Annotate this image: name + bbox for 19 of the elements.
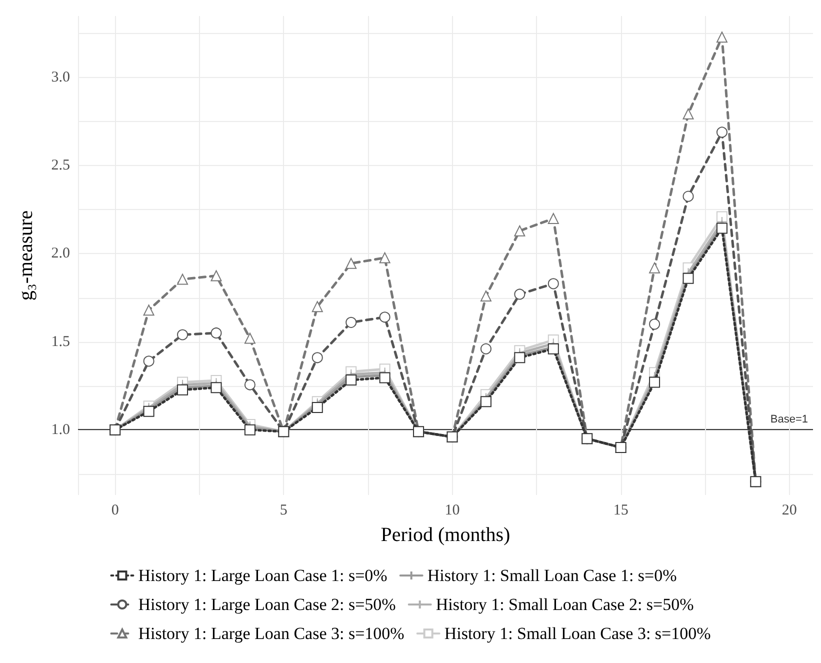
x-tick-label: 5	[280, 502, 288, 518]
ref-line-label: Base=1	[770, 413, 808, 426]
y-tick-label: 2.0	[51, 246, 70, 262]
legend-label: History 1: Small Loan Case 2: s=50%	[436, 595, 694, 614]
legend-label: History 1: Small Loan Case 3: s=100%	[444, 624, 711, 643]
legend-label: History 1: Large Loan Case 2: s=50%	[138, 595, 396, 614]
x-tick-label: 0	[111, 502, 119, 518]
legend-label: History 1: Small Loan Case 1: s=0%	[427, 566, 677, 585]
y-tick-label: 3.0	[51, 70, 70, 86]
x-tick-label: 15	[613, 502, 628, 518]
y-tick-label: 1.0	[51, 422, 70, 438]
x-tick-label: 20	[782, 502, 797, 518]
x-axis-title: Period (months)	[380, 524, 510, 546]
legend-label: History 1: Large Loan Case 3: s=100%	[138, 624, 404, 643]
legend-label: History 1: Large Loan Case 1: s=0%	[138, 566, 388, 585]
x-tick-label: 10	[444, 502, 460, 518]
y-axis-title: g₃-measure	[15, 210, 37, 301]
y-tick-label: 1.5	[51, 334, 70, 350]
y-tick-label: 2.5	[51, 158, 70, 174]
